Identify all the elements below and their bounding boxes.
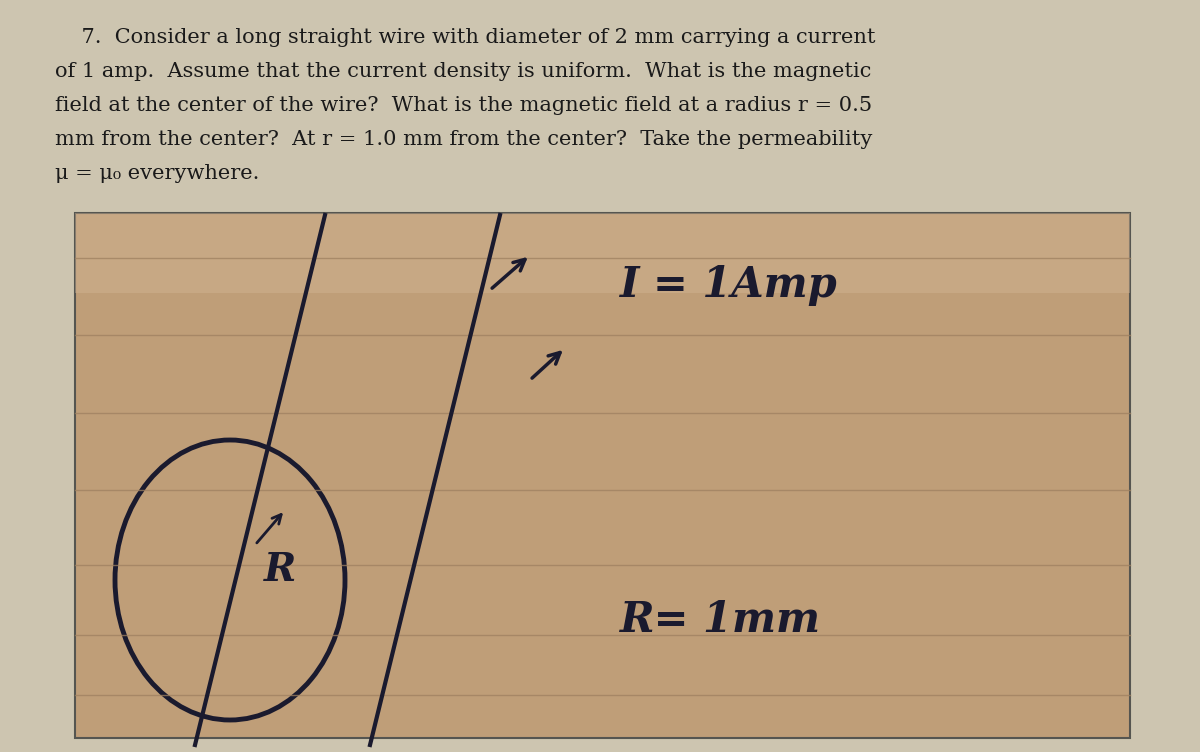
- Text: μ = μ₀ everywhere.: μ = μ₀ everywhere.: [55, 164, 259, 183]
- Bar: [74, 213, 1130, 293]
- Text: R: R: [264, 551, 296, 589]
- Text: mm from the center?  At r = 1.0 mm from the center?  Take the permeability: mm from the center? At r = 1.0 mm from t…: [55, 130, 872, 149]
- Text: 7.  Consider a long straight wire with diameter of 2 mm carrying a current: 7. Consider a long straight wire with di…: [55, 28, 876, 47]
- Text: field at the center of the wire?  What is the magnetic field at a radius r = 0.5: field at the center of the wire? What is…: [55, 96, 872, 115]
- Text: of 1 amp.  Assume that the current density is uniform.  What is the magnetic: of 1 amp. Assume that the current densit…: [55, 62, 871, 81]
- Text: I = 1Amp: I = 1Amp: [620, 264, 838, 306]
- Text: R= 1mm: R= 1mm: [620, 599, 821, 641]
- Bar: [74, 213, 1130, 738]
